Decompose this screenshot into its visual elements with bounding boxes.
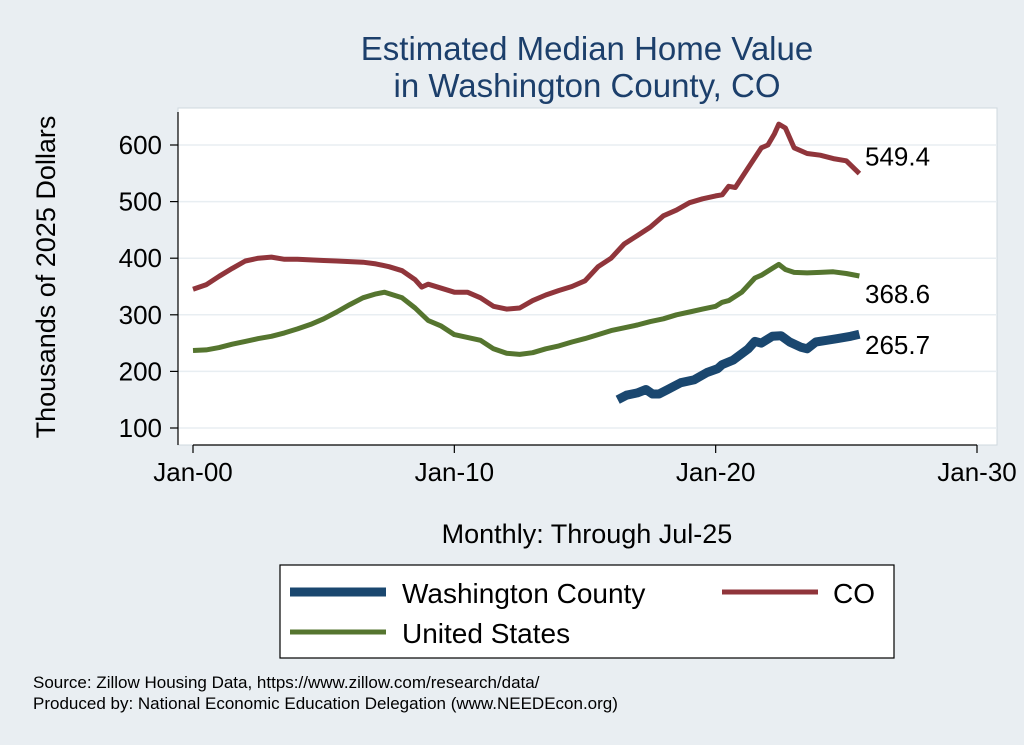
series-lines	[192, 121, 862, 404]
end-label-united-states: 368.6	[865, 279, 930, 309]
series-line-washington-county	[615, 329, 861, 404]
end-labels: 265.7 549.4 368.6	[865, 142, 930, 361]
end-label-washington-county: 265.7	[865, 330, 930, 360]
chart-title-line-1: Estimated Median Home Value	[361, 30, 813, 67]
end-label-co: 549.4	[865, 142, 930, 172]
x-axis-title: Monthly: Through Jul-25	[442, 519, 733, 549]
legend-label-co: CO	[833, 578, 875, 609]
y-tick-label-600: 600	[119, 130, 162, 160]
y-axis-title: Thousands of 2025 Dollars	[31, 116, 61, 439]
y-tick-label-500: 500	[119, 187, 162, 217]
chart-title-line-2: in Washington County, CO	[393, 67, 780, 104]
grid-lines	[178, 144, 997, 429]
producer-note: Produced by: National Economic Education…	[33, 694, 618, 713]
legend-box	[279, 564, 895, 659]
x-tick-label-Jan-10: Jan-10	[415, 457, 495, 487]
y-tick-label-200: 200	[119, 356, 162, 386]
y-tick-label-300: 300	[119, 300, 162, 330]
x-tick-label-Jan-00: Jan-00	[153, 457, 233, 487]
series-line-co	[192, 121, 862, 312]
y-tick-label-100: 100	[119, 413, 162, 443]
legend: Washington County CO United States	[279, 564, 895, 659]
x-tick-label-Jan-20: Jan-20	[676, 457, 756, 487]
x-tick-label-Jan-30: Jan-30	[937, 457, 1017, 487]
source-note: Source: Zillow Housing Data, https://www…	[33, 673, 540, 692]
legend-label-united-states: United States	[402, 618, 570, 649]
y-axis: 100 200 300 400 500 600	[119, 112, 179, 445]
legend-label-washington-county: Washington County	[402, 578, 645, 609]
y-tick-label-400: 400	[119, 243, 162, 273]
x-axis: Jan-00 Jan-10 Jan-20 Jan-30	[153, 444, 1017, 487]
series-line-united-states	[192, 261, 860, 357]
